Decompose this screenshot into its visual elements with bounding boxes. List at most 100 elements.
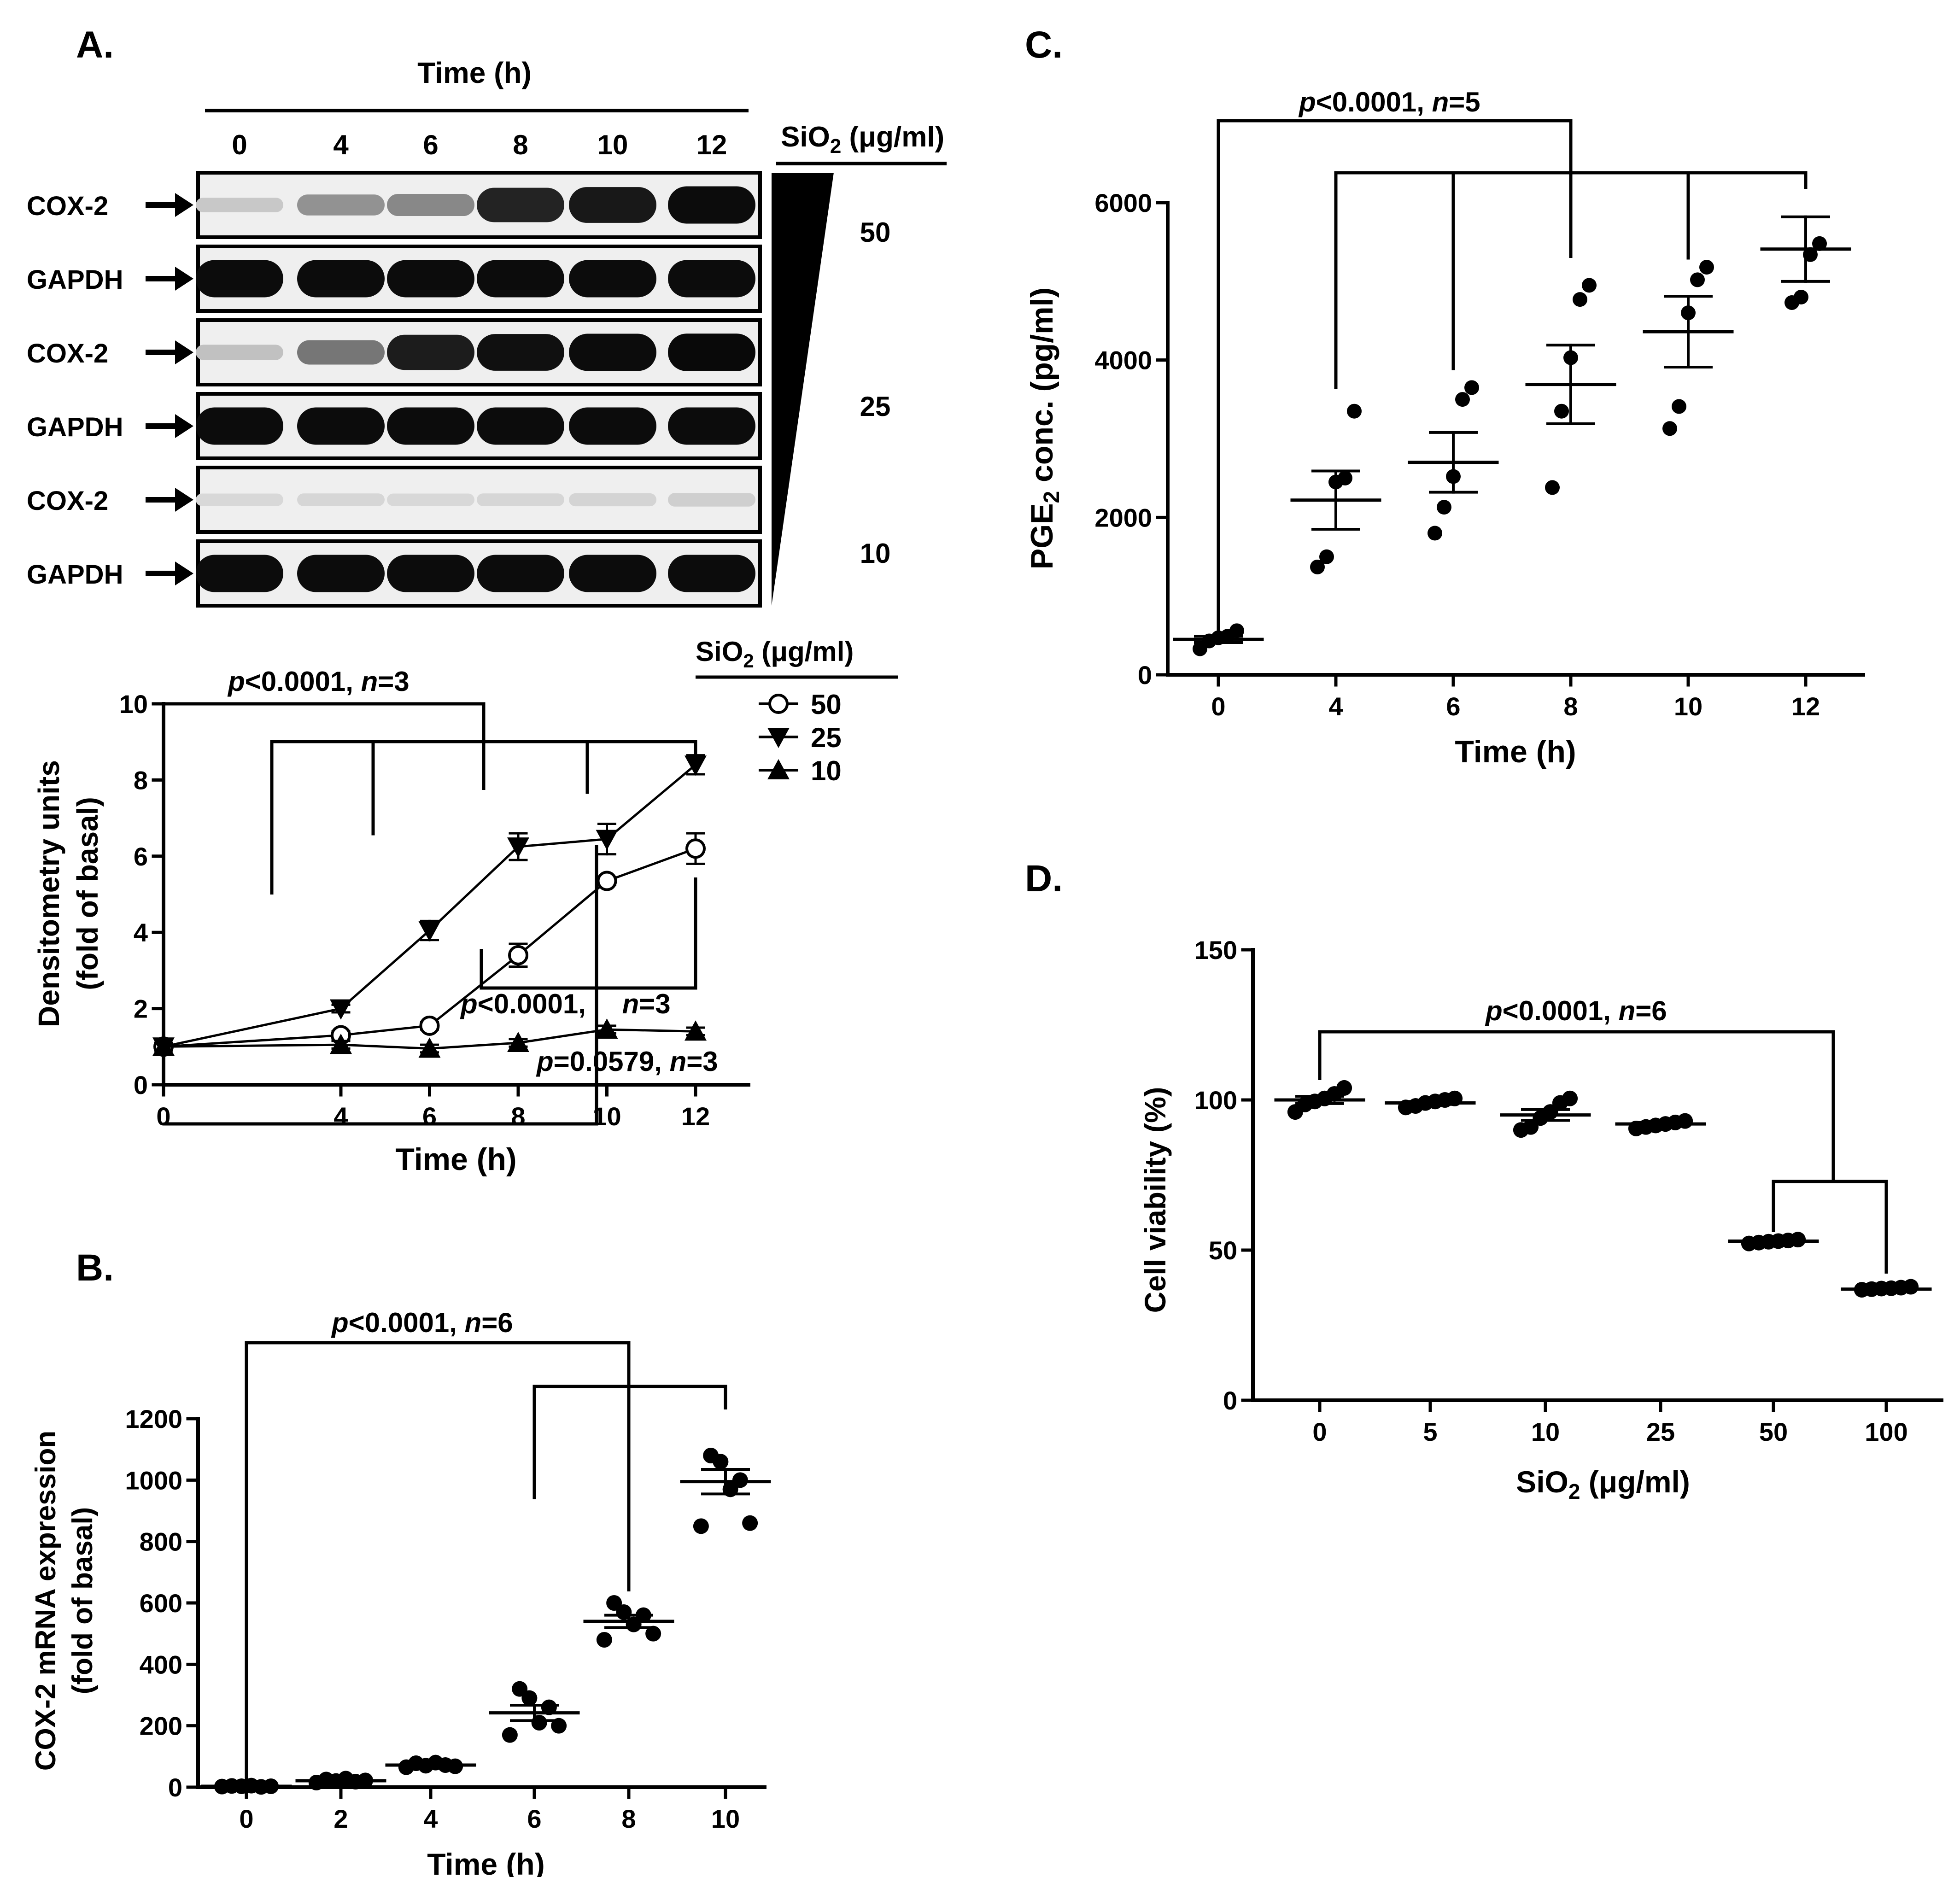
blot-band xyxy=(297,194,385,216)
x-tick-label: 10 xyxy=(1531,1417,1560,1446)
blot-band xyxy=(668,555,755,592)
blot-band xyxy=(668,333,755,371)
data-point xyxy=(1310,559,1325,574)
x-tick-label: 6 xyxy=(527,1804,541,1833)
blot-band xyxy=(196,345,283,360)
data-point xyxy=(1582,278,1597,293)
y-tick-label: 4 xyxy=(134,918,148,947)
data-point xyxy=(1690,272,1705,287)
y-tick-label: 0 xyxy=(1223,1386,1237,1415)
blot-band xyxy=(297,340,385,365)
blot-band xyxy=(196,493,283,506)
y-tick-label: 0 xyxy=(1138,661,1152,690)
dose-label-25: 25 xyxy=(860,391,891,422)
blot-dose-title: SiO2 (μg/ml) xyxy=(781,121,944,158)
blot-band xyxy=(387,334,474,370)
blot-band xyxy=(569,187,656,223)
chart-a-xlabel: Time (h) xyxy=(395,1142,516,1177)
y-tick-label: 1200 xyxy=(125,1404,182,1433)
dose-wedge xyxy=(772,173,834,606)
y-tick-label: 50 xyxy=(1209,1236,1237,1265)
data-point xyxy=(606,1595,622,1611)
blot-row-label: GAPDH xyxy=(27,412,123,442)
sig-bracket xyxy=(1772,1180,1888,1274)
sig-bracket xyxy=(532,1385,727,1499)
blot-band xyxy=(477,493,564,506)
y-tick-label: 8 xyxy=(134,766,148,795)
annotation-a1: p<0.0001, n=3 xyxy=(227,666,410,697)
annotation-c: p<0.0001, n=5 xyxy=(1298,87,1480,117)
x-tick-label: 12 xyxy=(1791,692,1820,721)
blot-band xyxy=(477,407,564,445)
blot-arrow-head xyxy=(175,488,193,512)
dose-label-50: 50 xyxy=(860,217,891,248)
data-point xyxy=(1455,392,1470,407)
y-tick-label: 0 xyxy=(134,1070,148,1099)
marker-triangle-down xyxy=(507,837,529,858)
x-tick-label: 6 xyxy=(1446,692,1460,721)
data-point xyxy=(1812,236,1827,251)
y-tick-label: 1000 xyxy=(125,1466,182,1495)
sig-bracket xyxy=(245,1341,631,1785)
blot-band xyxy=(477,260,564,298)
annotation-d: p<0.0001, n=6 xyxy=(1485,995,1667,1026)
blot-band xyxy=(297,260,385,298)
data-point xyxy=(596,1632,612,1648)
blot-band xyxy=(668,493,755,507)
x-tick-label: 50 xyxy=(1759,1417,1788,1446)
y-tick-label: 100 xyxy=(1194,1086,1237,1115)
x-tick-label: 0 xyxy=(1312,1417,1327,1446)
blot-row-label: GAPDH xyxy=(27,560,123,590)
blot-row-label: COX-2 xyxy=(27,339,108,368)
blot-band xyxy=(569,407,656,445)
chart-a-ylabel-line1: Densitometry units xyxy=(32,760,65,1027)
chart-c-ylabel: PGE2 conc. (pg/ml) xyxy=(1024,287,1064,569)
blot-row-label: COX-2 xyxy=(27,486,108,516)
marker-triangle-up xyxy=(330,1034,352,1054)
data-point xyxy=(502,1727,518,1743)
blot-band xyxy=(196,555,283,592)
blot-lane-label: 0 xyxy=(232,129,247,160)
y-tick-label: 0 xyxy=(168,1773,182,1802)
data-point xyxy=(1229,623,1244,638)
x-tick-label: 0 xyxy=(156,1102,170,1131)
blot-lane-label: 8 xyxy=(513,129,528,160)
annotation-a2: p<0.0001, n=3 xyxy=(460,988,671,1019)
blot-band xyxy=(297,555,385,592)
legend-marker xyxy=(767,759,790,779)
blot-band xyxy=(569,493,656,507)
chart-d: 0 50 100 150 0 5 10 25 50 100 Cell viability (%) xyxy=(1139,936,1943,1446)
blot-row-label: GAPDH xyxy=(27,265,123,295)
x-tick-label: 10 xyxy=(1674,692,1703,721)
blot-lane-label: 10 xyxy=(597,129,628,160)
blot-band xyxy=(477,555,564,592)
y-tick-label: 200 xyxy=(140,1712,182,1741)
data-point xyxy=(1319,549,1334,564)
x-tick-label: 100 xyxy=(1865,1417,1907,1446)
x-tick-label: 12 xyxy=(681,1102,710,1131)
sig-bracket xyxy=(480,877,697,990)
y-tick-label: 10 xyxy=(119,690,148,719)
blot-row-label: COX-2 xyxy=(27,191,108,221)
sig-bracket xyxy=(270,740,697,895)
marker-triangle-down xyxy=(330,999,352,1020)
marker-triangle-up xyxy=(596,1018,618,1039)
marker-circle xyxy=(685,838,706,859)
x-tick-label: 4 xyxy=(423,1804,438,1833)
blot-rows: COX-2 GAPDH COX-2 GAPDH COX-2 GAPDH xyxy=(27,171,762,608)
y-tick-label: 600 xyxy=(140,1589,182,1618)
marker-triangle-up xyxy=(152,1035,175,1056)
data-point xyxy=(1554,403,1569,419)
data-point xyxy=(1562,1090,1578,1106)
x-tick-label: 6 xyxy=(422,1102,437,1131)
chart-c-xlabel: Time (h) xyxy=(1455,734,1576,769)
marker-triangle-up xyxy=(418,1037,441,1058)
blot-band xyxy=(668,407,755,445)
x-tick-label: 25 xyxy=(1646,1417,1675,1446)
data-point xyxy=(693,1518,709,1534)
x-tick-label: 8 xyxy=(621,1804,636,1833)
data-point xyxy=(1336,1080,1352,1096)
marker-triangle-down xyxy=(418,921,441,942)
data-point xyxy=(1464,380,1479,395)
series-line-10 xyxy=(163,1028,696,1050)
